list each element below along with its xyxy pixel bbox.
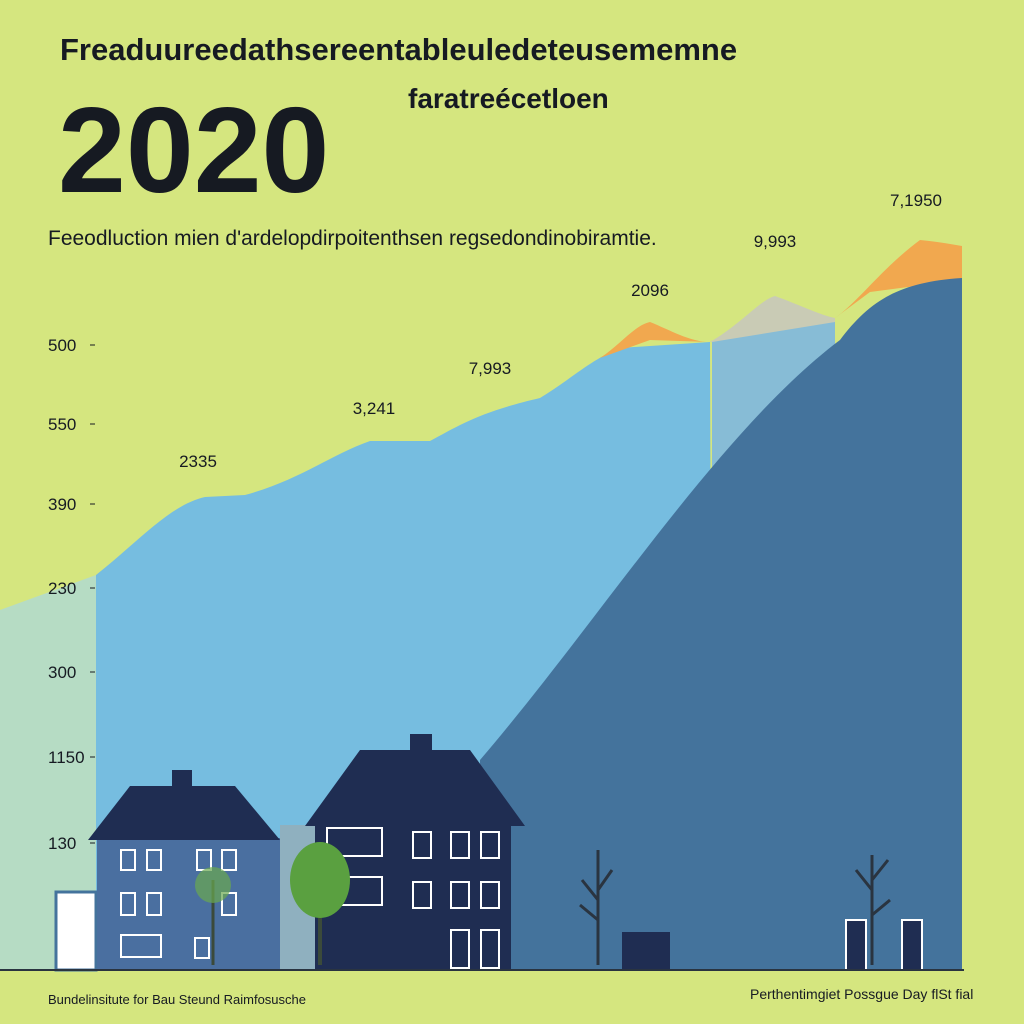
post <box>845 919 867 971</box>
axis-label: 500 <box>48 336 76 355</box>
annotation: 7,993 <box>469 359 512 378</box>
bench <box>622 932 670 970</box>
annotation: 2096 <box>631 281 669 300</box>
axis-label: 1150 <box>48 748 85 767</box>
post <box>901 919 923 971</box>
area-dark-blue <box>480 278 962 970</box>
annotation: 3,241 <box>353 399 396 418</box>
tagline: faratreécetloen <box>408 83 609 114</box>
axis-label: 550 <box>48 415 76 434</box>
axis-label: 130 <box>48 834 76 853</box>
annotation: 7,1950 <box>890 191 942 210</box>
title: Freaduureedathsereentableuledeteusememne <box>60 32 737 67</box>
houses <box>54 734 923 972</box>
area-orange-2 <box>835 240 962 318</box>
house-left <box>97 838 280 970</box>
annotations: 2335 3,241 7,993 2096 9,993 7,1950 <box>179 191 942 471</box>
axis-label: 390 <box>48 495 76 514</box>
area-pale <box>0 575 96 970</box>
trees <box>195 842 891 965</box>
area-orange <box>600 322 710 358</box>
annotation: 9,993 <box>754 232 797 251</box>
axis: 500 550 390 230 300 1150 130 <box>48 336 95 853</box>
roof-right <box>305 750 525 826</box>
year: 2020 <box>58 82 329 218</box>
footer-left: Bundelinsitute for Bau Steund Raimfosusc… <box>48 992 306 1007</box>
chimney <box>172 770 192 790</box>
footer-right: Perthentimgiet Possgue Day flSt fial <box>750 986 973 1002</box>
shed <box>54 890 98 972</box>
axis-label: 300 <box>48 663 76 682</box>
annotation: 2335 <box>179 452 217 471</box>
roof-left <box>88 786 280 840</box>
subtitle: Feeodluction mien d'ardelopdirpoitenthse… <box>48 227 657 250</box>
axis-label: 230 <box>48 579 76 598</box>
